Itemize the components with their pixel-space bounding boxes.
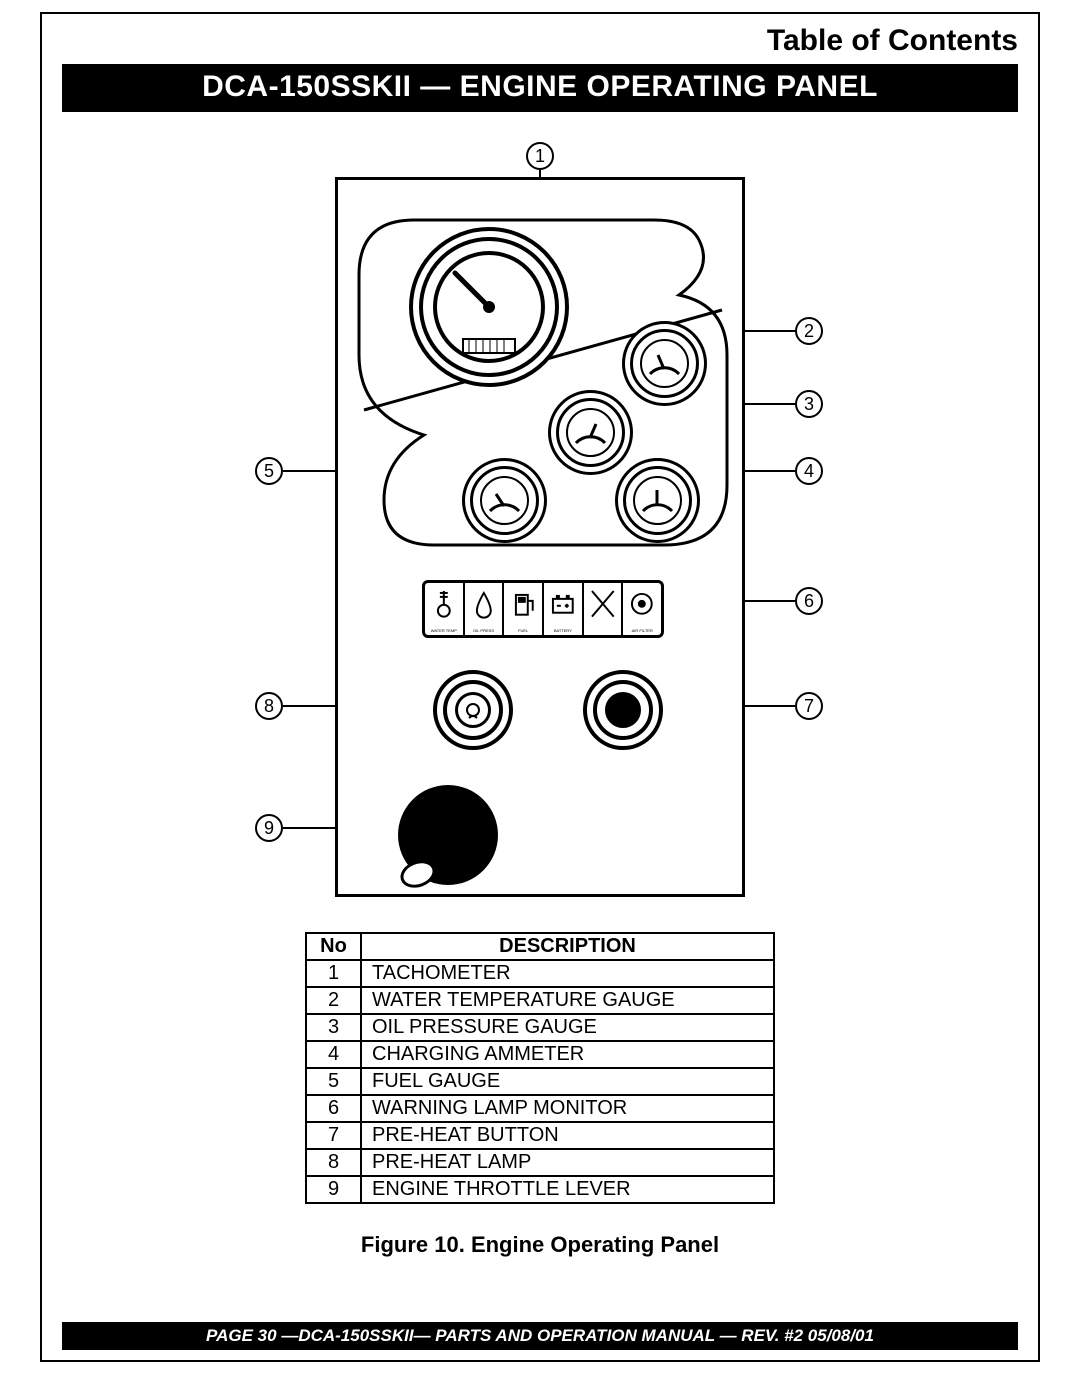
- section-title: DCA-150SSKII — ENGINE OPERATING PANEL: [62, 64, 1018, 112]
- indicator-fuel: FUEL: [504, 583, 544, 635]
- throttle-lever: [398, 785, 498, 885]
- preheat-lamp: [433, 670, 513, 750]
- indicator-blank: [584, 583, 624, 635]
- panel-outline: WATER TEMP OIL PRESS FUEL BATTERY: [335, 177, 745, 897]
- table-row: 2WATER TEMPERATURE GAUGE: [306, 987, 774, 1014]
- callout-6: 6: [795, 587, 823, 615]
- indicator-air-filter: AIR FILTER: [623, 583, 661, 635]
- engine-panel-diagram: 1 2 3 4 5 6 7 8 9: [240, 142, 840, 902]
- table-row: 5FUEL GAUGE: [306, 1068, 774, 1095]
- table-row: 4CHARGING AMMETER: [306, 1041, 774, 1068]
- col-header-desc: DESCRIPTION: [361, 933, 774, 960]
- callout-4: 4: [795, 457, 823, 485]
- gauge-cluster: [354, 215, 732, 550]
- table-row: 3OIL PRESSURE GAUGE: [306, 1014, 774, 1041]
- toc-link[interactable]: Table of Contents: [62, 24, 1018, 58]
- callout-8: 8: [255, 692, 283, 720]
- page-footer: PAGE 30 —DCA-150SSKII— PARTS AND OPERATI…: [62, 1322, 1018, 1350]
- preheat-button: [583, 670, 663, 750]
- charging-ammeter-gauge: [615, 458, 700, 543]
- col-header-no: No: [306, 933, 361, 960]
- table-row: 8PRE-HEAT LAMP: [306, 1149, 774, 1176]
- page-border: Table of Contents DCA-150SSKII — ENGINE …: [40, 12, 1040, 1362]
- indicator-oil: OIL PRESS: [465, 583, 505, 635]
- indicator-battery: BATTERY: [544, 583, 584, 635]
- table-row: 7PRE-HEAT BUTTON: [306, 1122, 774, 1149]
- callout-9: 9: [255, 814, 283, 842]
- table-row: 9ENGINE THROTTLE LEVER: [306, 1176, 774, 1203]
- table-row: 6WARNING LAMP MONITOR: [306, 1095, 774, 1122]
- callout-2: 2: [795, 317, 823, 345]
- callout-7: 7: [795, 692, 823, 720]
- parts-table: No DESCRIPTION 1TACHOMETER 2WATER TEMPER…: [305, 932, 775, 1204]
- figure-caption: Figure 10. Engine Operating Panel: [62, 1232, 1018, 1258]
- fuel-gauge: [462, 458, 547, 543]
- warning-lamp-monitor: WATER TEMP OIL PRESS FUEL BATTERY: [422, 580, 664, 638]
- water-temp-gauge: [622, 321, 707, 406]
- indicator-water-temp: WATER TEMP: [425, 583, 465, 635]
- table-row: 1TACHOMETER: [306, 960, 774, 987]
- callout-3: 3: [795, 390, 823, 418]
- tachometer-gauge: [409, 227, 569, 387]
- callout-5: 5: [255, 457, 283, 485]
- callout-1: 1: [526, 142, 554, 170]
